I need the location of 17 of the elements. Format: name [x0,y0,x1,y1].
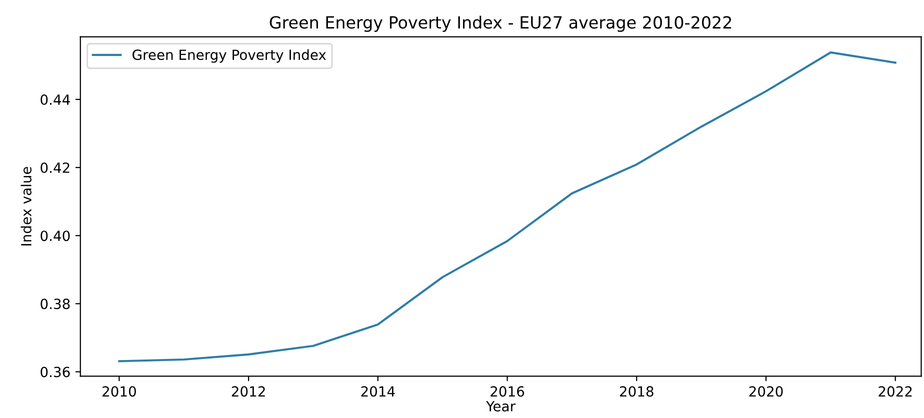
y-tick-label: 0.36 [40,366,70,378]
x-tick-label: 2010 [102,386,136,397]
y-axis-title: Index value [20,166,32,246]
chart-title: Green Energy Poverty Index - EU27 average 2010-2022 [270,16,732,32]
line-series [118,51,896,362]
x-tick-label: 2018 [620,386,654,397]
x-tick-label: 2014 [361,386,395,397]
x-tick-label: 2020 [749,386,783,397]
y-tick-label: 0.40 [40,230,70,242]
x-tick-label: 2016 [490,386,524,397]
legend-label: Green Energy Poverty Index [132,49,326,63]
y-tick-label: 0.42 [40,162,70,173]
y-tick-label: 0.38 [40,298,70,310]
y-tick-label: 0.44 [40,94,70,105]
x-axis-title: Year [486,401,516,412]
x-tick-label: 2022 [878,386,912,397]
x-tick-label: 2012 [232,386,265,397]
